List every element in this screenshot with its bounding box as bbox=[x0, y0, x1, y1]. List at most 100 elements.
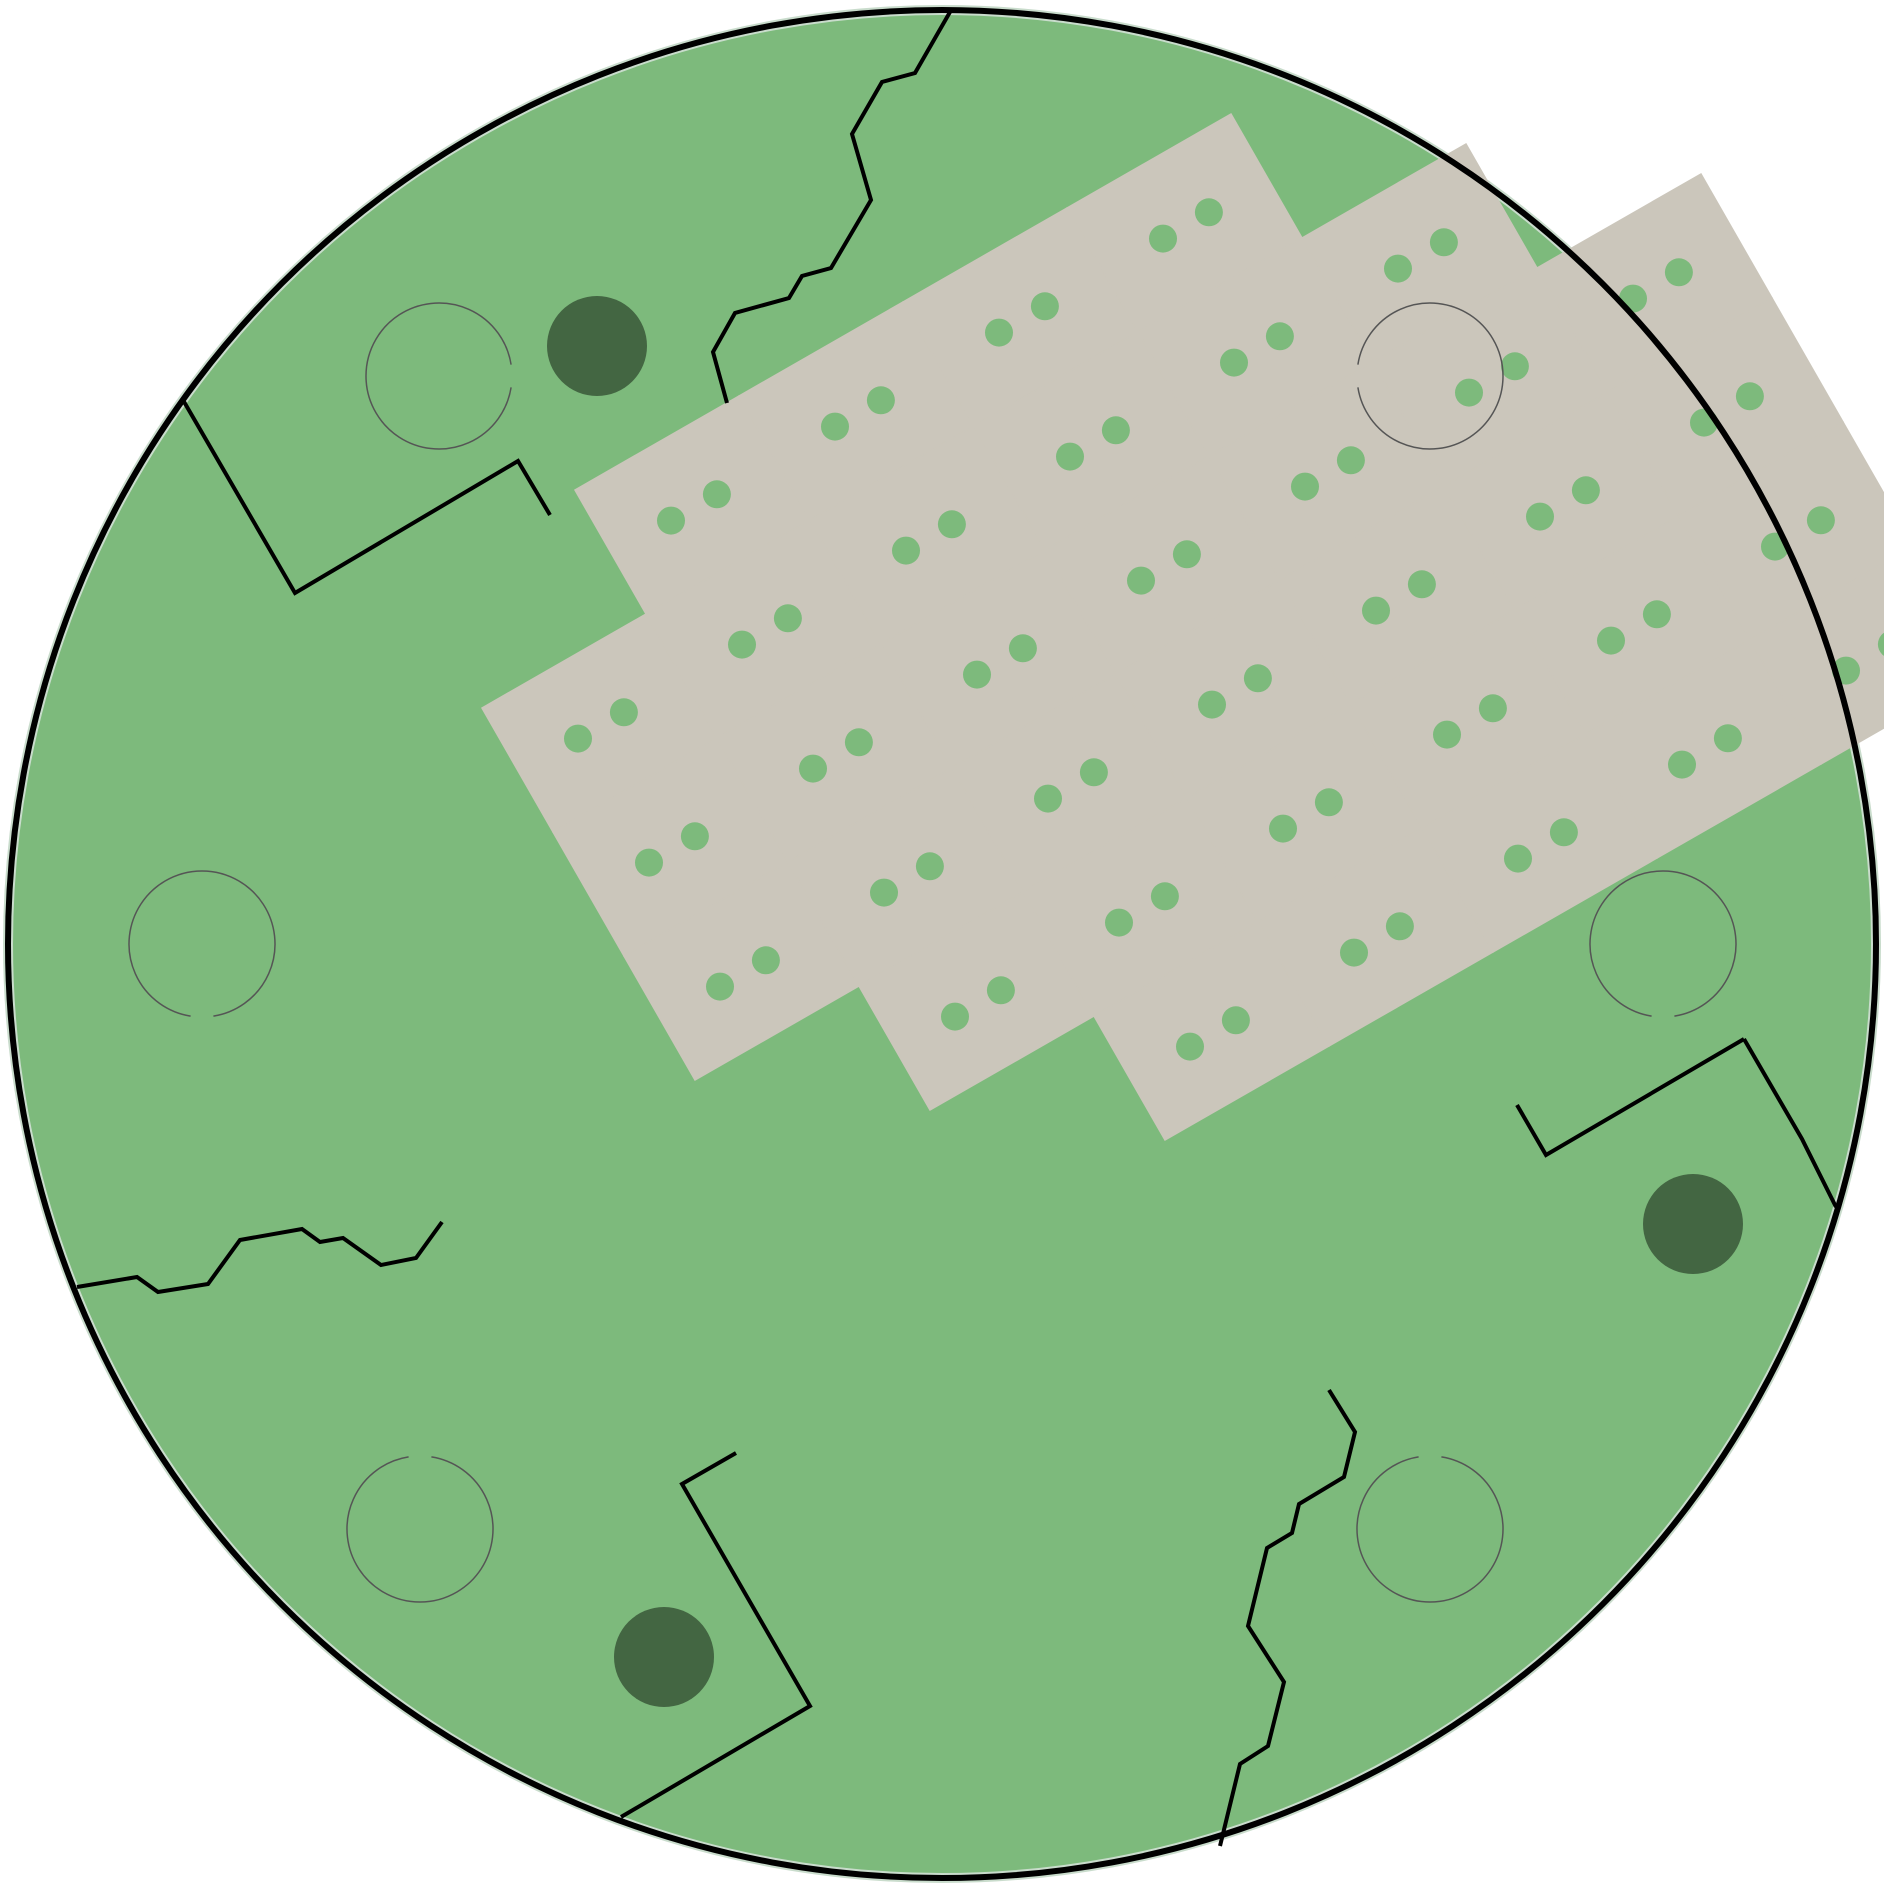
tile bbox=[972, 330, 1211, 552]
tile-dot bbox=[866, 386, 895, 415]
tile bbox=[950, 672, 1189, 894]
boundary-line bbox=[76, 1220, 444, 1295]
tile-dot bbox=[1362, 596, 1390, 625]
tile-dot bbox=[1150, 882, 1179, 911]
tile-dot bbox=[1500, 352, 1529, 381]
tile bbox=[1114, 578, 1353, 800]
open-ring bbox=[365, 302, 512, 450]
tile-dot bbox=[1806, 506, 1835, 535]
tile-dot bbox=[937, 510, 966, 539]
tile-dot bbox=[702, 480, 731, 509]
open-ring bbox=[1357, 302, 1504, 450]
tile-dot bbox=[1877, 632, 1884, 656]
tile-dot bbox=[1433, 720, 1461, 749]
tile-dot bbox=[680, 822, 709, 851]
tile-dot bbox=[1478, 694, 1507, 723]
tile-dot bbox=[1008, 634, 1037, 663]
tile-dot bbox=[1664, 258, 1693, 287]
tile-dot bbox=[564, 724, 592, 753]
tile bbox=[1371, 266, 1610, 488]
tile-dot bbox=[1221, 1006, 1250, 1035]
tile-dot bbox=[915, 852, 944, 881]
tile-dot bbox=[1243, 664, 1272, 693]
tile-dot bbox=[1127, 566, 1155, 595]
boundary-line bbox=[1218, 1388, 1358, 1847]
tile bbox=[622, 860, 861, 1082]
tile-dot bbox=[1172, 540, 1201, 569]
boundary-line bbox=[619, 1451, 813, 1819]
tile-dot bbox=[635, 848, 663, 877]
tile-dot bbox=[751, 946, 780, 975]
tile-dot bbox=[1149, 224, 1177, 253]
tile bbox=[1442, 390, 1681, 612]
tile bbox=[1136, 236, 1375, 458]
tile-dot bbox=[1429, 228, 1458, 257]
outline-layer bbox=[5, 7, 1879, 1881]
tile-dot bbox=[1384, 254, 1412, 283]
dark-marker bbox=[547, 296, 647, 396]
tile bbox=[1300, 142, 1539, 364]
dark-marker bbox=[614, 1607, 714, 1707]
tile-dot bbox=[1336, 446, 1365, 475]
tile-dot bbox=[986, 976, 1015, 1005]
tile-dot bbox=[1105, 908, 1133, 937]
tile-dot bbox=[1642, 600, 1671, 629]
tile-dot bbox=[1597, 626, 1625, 655]
dark-marker bbox=[1643, 1174, 1743, 1274]
open-ring bbox=[1356, 1456, 1504, 1603]
tile-body bbox=[1748, 562, 1884, 766]
tile bbox=[901, 206, 1140, 428]
tile-dot bbox=[1056, 442, 1084, 471]
tile-dot bbox=[1455, 378, 1483, 407]
tile-dot bbox=[1269, 814, 1297, 843]
tile-dot bbox=[1101, 416, 1130, 445]
tile-dot bbox=[1030, 292, 1059, 321]
tile bbox=[1748, 562, 1884, 766]
open-ring bbox=[346, 1456, 494, 1603]
tile-dot bbox=[963, 660, 991, 689]
tile bbox=[480, 612, 719, 834]
tile-dot bbox=[985, 318, 1013, 347]
open-ring bbox=[1589, 870, 1737, 1017]
dark-markers bbox=[547, 296, 1743, 1707]
tile-dot bbox=[1340, 938, 1368, 967]
tile bbox=[551, 736, 790, 958]
tile-dot bbox=[1504, 844, 1532, 873]
open-rings bbox=[128, 302, 1737, 1603]
tile-grid bbox=[480, 112, 1884, 1142]
tile bbox=[1065, 112, 1304, 334]
boundary-line bbox=[1515, 1037, 1746, 1158]
tile-dot bbox=[773, 604, 802, 633]
tile-dot bbox=[1735, 382, 1764, 411]
tile-dot bbox=[870, 878, 898, 907]
tile-dot bbox=[1220, 348, 1248, 377]
tile-dot bbox=[1668, 750, 1696, 779]
tile-dot bbox=[1194, 198, 1223, 227]
tile-dot bbox=[1713, 724, 1742, 753]
outer-boundary bbox=[5, 7, 1879, 1881]
open-ring bbox=[128, 870, 276, 1017]
tile-dot bbox=[1176, 1032, 1204, 1061]
tile-dot bbox=[1407, 570, 1436, 599]
tile-dot bbox=[799, 754, 827, 783]
tile bbox=[1278, 484, 1517, 706]
tile-dot bbox=[1549, 818, 1578, 847]
tile-dot bbox=[1079, 758, 1108, 787]
boundary-lines bbox=[76, 11, 1838, 1847]
tile-dot bbox=[1526, 502, 1554, 531]
tile-dot bbox=[1571, 476, 1600, 505]
tile-dot bbox=[609, 698, 638, 727]
tile-dot bbox=[844, 728, 873, 757]
boundary-line bbox=[710, 11, 952, 404]
boundary-line bbox=[181, 398, 552, 596]
tile-dot bbox=[1198, 690, 1226, 719]
tile-dot bbox=[1265, 322, 1294, 351]
tile-dot bbox=[657, 506, 685, 535]
tile-dot bbox=[941, 1002, 969, 1031]
tile-dot bbox=[1385, 912, 1414, 941]
tile-dot bbox=[728, 630, 756, 659]
tile-dot bbox=[821, 412, 849, 441]
tile-dot bbox=[1034, 784, 1062, 813]
tile-dot bbox=[1291, 472, 1319, 501]
